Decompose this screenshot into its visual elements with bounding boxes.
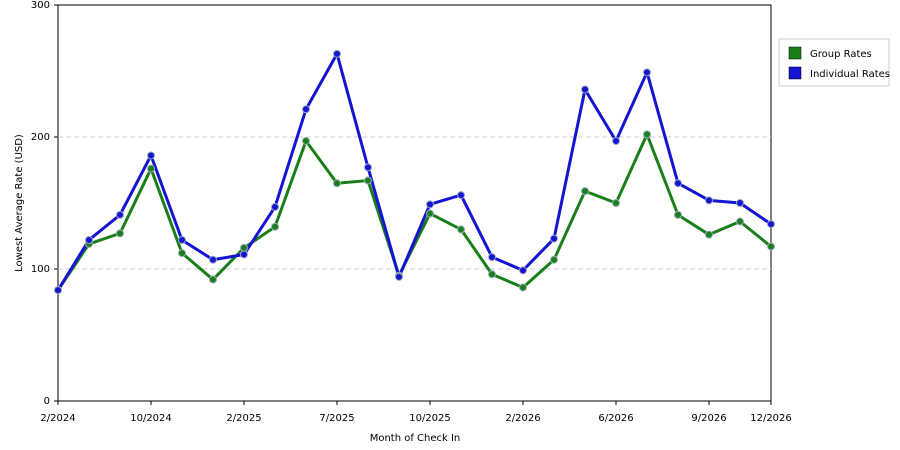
data-point xyxy=(333,179,341,188)
x-axis-label: Month of Check In xyxy=(370,433,461,444)
data-point xyxy=(333,49,341,58)
data-point xyxy=(178,249,186,258)
data-point xyxy=(178,235,186,244)
data-point xyxy=(457,225,465,234)
data-point xyxy=(54,286,62,295)
data-point xyxy=(147,151,155,160)
legend-swatch xyxy=(788,46,802,60)
y-axis-label: Lowest Average Rate (USD) xyxy=(14,134,25,272)
x-tick-label: 12/2026 xyxy=(750,413,792,424)
data-point xyxy=(519,283,527,292)
data-point xyxy=(116,229,124,238)
data-point xyxy=(550,234,558,243)
legend-label: Group Rates xyxy=(810,49,872,60)
data-point xyxy=(147,164,155,173)
data-point xyxy=(457,191,465,200)
data-point xyxy=(364,176,372,185)
data-point xyxy=(674,179,682,188)
data-point xyxy=(271,222,279,231)
data-point xyxy=(240,243,248,252)
data-point xyxy=(612,136,620,145)
legend-label: Individual Rates xyxy=(810,69,890,80)
x-tick-label: 2/2025 xyxy=(226,413,261,424)
x-tick-label: 10/2025 xyxy=(409,413,451,424)
data-point xyxy=(643,130,651,139)
data-point xyxy=(364,163,372,172)
data-point xyxy=(426,209,434,218)
data-point xyxy=(581,187,589,196)
data-point xyxy=(302,136,310,145)
data-point xyxy=(674,210,682,219)
y-tick-label: 0 xyxy=(44,396,50,407)
data-point xyxy=(643,68,651,77)
y-tick-label: 100 xyxy=(31,264,50,275)
data-point xyxy=(705,196,713,205)
data-point xyxy=(736,217,744,226)
legend-swatch xyxy=(788,66,802,80)
data-point xyxy=(209,255,217,264)
series-line xyxy=(56,132,772,291)
plot-area xyxy=(57,4,772,402)
y-tick-label: 200 xyxy=(31,132,50,143)
data-point xyxy=(736,199,744,207)
data-point xyxy=(767,242,775,251)
data-point xyxy=(519,266,527,275)
data-point xyxy=(395,272,403,281)
data-point xyxy=(488,270,496,279)
data-point xyxy=(488,253,496,262)
x-tick-label: 2/2026 xyxy=(505,413,540,424)
data-point xyxy=(581,85,589,94)
x-tick-label: 6/2026 xyxy=(598,413,633,424)
data-point xyxy=(767,220,775,229)
x-tick-label: 9/2026 xyxy=(691,413,726,424)
data-point xyxy=(85,235,93,244)
data-point xyxy=(240,250,248,259)
series-line xyxy=(56,52,772,291)
data-point xyxy=(705,230,713,239)
x-tick-label: 10/2024 xyxy=(130,413,172,424)
data-point xyxy=(209,275,217,284)
data-point xyxy=(271,202,279,211)
y-tick-label: 300 xyxy=(31,0,50,11)
x-tick-label: 2/2024 xyxy=(40,413,75,424)
data-point xyxy=(302,105,310,114)
data-point xyxy=(116,210,124,219)
data-point xyxy=(426,200,434,209)
data-point xyxy=(550,255,558,264)
data-point xyxy=(612,199,620,207)
x-tick-label: 7/2025 xyxy=(319,413,354,424)
